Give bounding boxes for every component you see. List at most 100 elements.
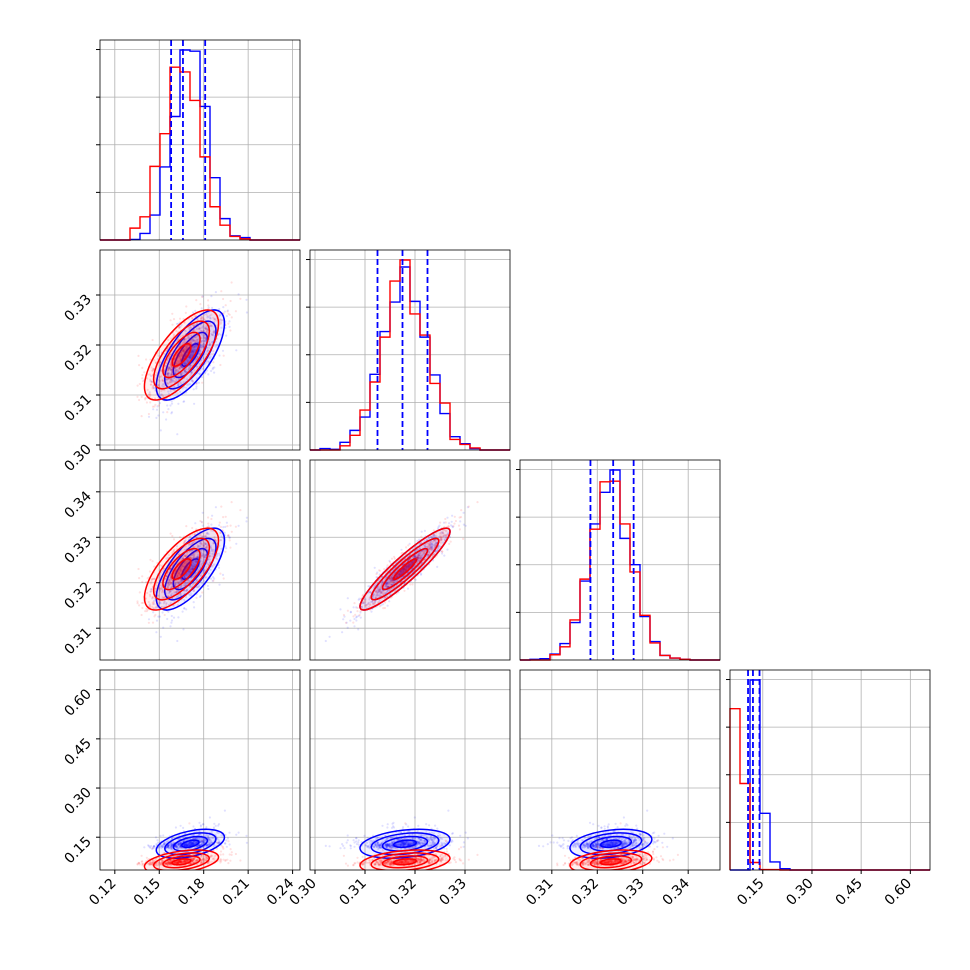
scatter-point	[203, 579, 206, 583]
scatter-point	[210, 523, 213, 526]
scatter-point	[161, 378, 164, 382]
scatter-point	[178, 572, 181, 575]
scatter-point	[183, 607, 186, 610]
scatter-point	[167, 373, 170, 376]
scatter-point	[167, 390, 170, 393]
scatter-point	[165, 602, 168, 605]
scatter-point	[203, 555, 206, 558]
scatter-point	[193, 339, 196, 342]
scatter-point	[218, 524, 221, 527]
scatter-point	[138, 382, 141, 386]
scatter-point	[153, 565, 156, 568]
scatter-point	[159, 394, 162, 397]
scatter-point	[324, 639, 327, 643]
scatter-point	[191, 379, 194, 382]
scatter-point	[148, 373, 151, 376]
scatter-point	[169, 374, 172, 377]
scatter-point	[199, 519, 202, 523]
scatter-point	[165, 349, 168, 352]
scatter-point	[197, 327, 200, 331]
scatter-point	[183, 400, 186, 403]
scatter-point	[203, 556, 206, 559]
scatter-point	[449, 524, 453, 527]
scatter-point	[202, 343, 205, 346]
scatter-point	[201, 554, 204, 557]
scatter-point	[187, 572, 190, 575]
scatter-point	[191, 380, 194, 383]
scatter-point	[157, 383, 160, 386]
scatter-point	[205, 545, 208, 549]
scatter-point	[173, 370, 176, 373]
grid-layer	[100, 40, 930, 870]
scatter-point	[181, 372, 185, 375]
scatter-point	[191, 349, 194, 352]
scatter-point	[447, 525, 450, 528]
scatter-point	[185, 573, 188, 576]
scatter-point	[199, 559, 202, 562]
scatter-point	[178, 367, 181, 370]
scatter-point	[210, 313, 213, 316]
scatter-point	[144, 397, 147, 400]
scatter-point	[346, 609, 349, 612]
scatter-point	[169, 581, 173, 584]
scatter-point	[188, 356, 191, 359]
scatter-point	[147, 618, 151, 621]
scatter-point	[171, 534, 174, 538]
scatter-point	[150, 380, 153, 384]
scatter-point	[197, 544, 200, 548]
scatter-point	[357, 628, 360, 631]
scatter-point	[206, 349, 210, 352]
scatter-point	[228, 539, 231, 542]
scatter-point	[462, 523, 465, 526]
scatter-point	[150, 588, 153, 591]
scatter-point	[439, 521, 442, 524]
scatter-point	[187, 542, 191, 546]
scatter-point	[182, 565, 185, 568]
scatter-point	[457, 524, 461, 527]
scatter-point	[170, 380, 173, 383]
scatter-point	[219, 539, 222, 542]
scatter-point	[183, 369, 186, 372]
scatter-point	[194, 563, 197, 566]
scatter-point	[151, 369, 154, 372]
scatter-point	[162, 385, 165, 388]
scatter-point	[187, 367, 191, 370]
scatter-point	[140, 601, 143, 605]
scatter-point	[201, 524, 204, 527]
scatter-point	[207, 563, 210, 567]
scatter-point	[192, 590, 196, 593]
scatter-point	[188, 383, 192, 386]
scatter-point	[180, 382, 183, 385]
scatter-point	[172, 604, 175, 607]
scatter-point	[149, 590, 152, 593]
scatter-point	[203, 372, 207, 375]
scatter-point	[192, 601, 195, 604]
scatter-point	[201, 346, 204, 349]
scatter-point	[163, 600, 166, 603]
scatter-point	[149, 558, 152, 561]
scatter-point	[205, 324, 208, 328]
scatter-point	[174, 372, 177, 375]
scatter-point	[175, 322, 179, 325]
scatter-point	[205, 369, 208, 372]
scatter-point	[138, 398, 141, 402]
scatter-point	[171, 379, 174, 382]
scatter-point	[411, 583, 414, 586]
scatter-point	[154, 373, 157, 376]
scatter-point	[165, 361, 168, 364]
scatter-point	[155, 408, 159, 411]
scatter-point	[194, 309, 197, 312]
scatter-point	[196, 531, 199, 534]
scatter-point	[204, 542, 207, 546]
scatter-point	[189, 585, 192, 588]
scatter-point	[346, 626, 349, 629]
scatter-point	[476, 501, 479, 504]
scatter-point	[197, 341, 200, 344]
scatter-point	[204, 327, 207, 330]
density-core-series-1	[170, 341, 193, 369]
scatter-point	[153, 405, 156, 408]
scatter-point	[218, 554, 221, 557]
scatter-point	[219, 313, 222, 316]
scatter-point	[170, 368, 173, 371]
scatter-point	[166, 382, 170, 385]
